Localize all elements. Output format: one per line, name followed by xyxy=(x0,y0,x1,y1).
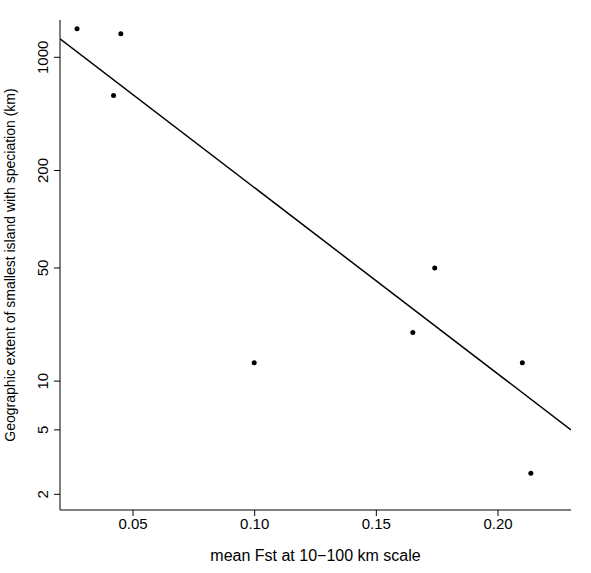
svg-text:5: 5 xyxy=(34,426,51,434)
svg-text:2: 2 xyxy=(34,490,51,498)
svg-text:0.15: 0.15 xyxy=(362,515,391,532)
svg-text:10: 10 xyxy=(34,373,51,390)
svg-text:Geographic extent of smallest: Geographic extent of smallest island wit… xyxy=(2,88,18,441)
svg-text:50: 50 xyxy=(34,260,51,277)
svg-text:0.10: 0.10 xyxy=(240,515,269,532)
svg-text:200: 200 xyxy=(34,158,51,183)
svg-text:mean Fst at 10−100 km scale: mean Fst at 10−100 km scale xyxy=(210,547,420,564)
svg-text:0.05: 0.05 xyxy=(118,515,147,532)
svg-text:0.20: 0.20 xyxy=(483,515,512,532)
svg-text:1000: 1000 xyxy=(34,41,51,74)
